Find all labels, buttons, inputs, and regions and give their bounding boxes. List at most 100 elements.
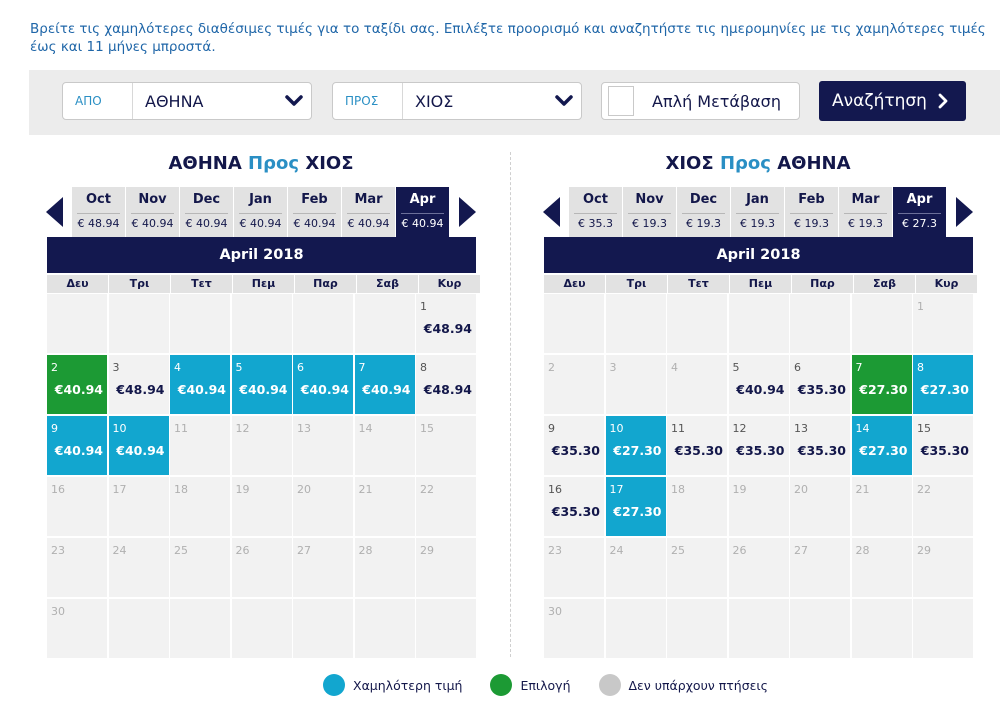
calendar-day[interactable]: 8 €48.94: [416, 355, 476, 414]
prev-month-arrow-icon[interactable]: [46, 197, 63, 227]
calendar-day[interactable]: 10 €40.94: [108, 416, 169, 475]
day-price: €48.94: [423, 321, 472, 336]
inbound-month-title: April 2018: [544, 237, 973, 273]
day-number: 12: [732, 422, 747, 435]
oneway-checkbox[interactable]: [608, 86, 634, 116]
day-number: 7: [358, 361, 366, 374]
calendar-day[interactable]: 6 €40.94: [293, 355, 353, 414]
calendar-day[interactable]: 6 €35.30: [790, 355, 850, 414]
month-tab[interactable]: Dec € 19.3: [677, 187, 730, 237]
month-tab[interactable]: Apr € 27.3: [893, 187, 946, 237]
month-name: Dec: [192, 192, 221, 207]
calendar-day[interactable]: 2 €40.94: [47, 355, 107, 414]
month-tab[interactable]: Feb € 19.3: [785, 187, 838, 237]
day-number: 15: [917, 422, 931, 435]
calendar-day[interactable]: 10 €27.30: [605, 416, 666, 475]
to-label: ΠΡΟΣ: [333, 83, 403, 119]
calendar-day[interactable]: 4 €40.94: [170, 355, 230, 414]
calendar-day[interactable]: 17 €27.30: [605, 477, 666, 536]
day-price: €40.94: [54, 382, 103, 397]
day-number: 25: [671, 544, 685, 557]
inbound-title: ΧΙΟΣ Προς ΑΘΗΝΑ: [543, 150, 973, 178]
calendar-day[interactable]: 16 €35.30: [544, 477, 604, 536]
month-tab[interactable]: Nov € 40.94: [126, 187, 179, 237]
day-number: 5: [732, 361, 740, 374]
calendar-day[interactable]: 13 €35.30: [790, 416, 850, 475]
month-tab[interactable]: Dec € 40.94: [180, 187, 233, 237]
oneway-toggle[interactable]: Απλή Μετάβαση: [601, 82, 800, 120]
day-number: 15: [420, 422, 434, 435]
month-price: € 35.3: [574, 213, 617, 233]
calendar-blank-cell: [416, 599, 476, 658]
calendar-day[interactable]: 9 €40.94: [47, 416, 107, 475]
month-tab[interactable]: Mar € 40.94: [342, 187, 395, 237]
day-number: 8: [420, 361, 427, 374]
inbound-panel: ΧΙΟΣ Προς ΑΘΗΝΑ Oct € 35.3 Nov € 19.3 Dec € 1…: [543, 150, 977, 658]
day-number: 12: [235, 422, 250, 435]
calendar-day[interactable]: 3 €48.94: [108, 355, 169, 414]
month-price: € 19.3: [682, 213, 725, 233]
month-tab[interactable]: Nov € 19.3: [623, 187, 676, 237]
day-number: 29: [420, 544, 434, 557]
calendar-day[interactable]: 7 €27.30: [851, 355, 912, 414]
inbound-calendar-grid: 1 2 3 4 5 €40.94 6 €35.30 7 €27.30 8 €27.30 9 €35.30 1…: [544, 294, 973, 658]
next-month-arrow-icon[interactable]: [459, 197, 476, 227]
day-number: 13: [794, 422, 808, 435]
search-button[interactable]: Αναζήτηση: [819, 81, 966, 121]
month-tab[interactable]: Oct € 35.3: [569, 187, 622, 237]
month-price: € 19.3: [628, 213, 671, 233]
legend-low-dot: [323, 674, 345, 696]
calendar-day: 11: [170, 416, 230, 475]
calendar-day: 19: [231, 477, 292, 536]
search-button-label: Αναζήτηση: [832, 91, 927, 111]
calendar-blank-cell: [108, 294, 169, 353]
day-price: €35.30: [920, 443, 969, 458]
weekday-label: Κυρ: [916, 275, 977, 293]
calendar-day[interactable]: 5 €40.94: [728, 355, 789, 414]
calendar-blank-cell: [544, 294, 604, 353]
day-number: 6: [794, 361, 801, 374]
calendar-day[interactable]: 5 €40.94: [231, 355, 292, 414]
calendar-blank-cell: [913, 599, 973, 658]
month-tab[interactable]: Jan € 40.94: [234, 187, 287, 237]
day-number: 24: [609, 544, 624, 557]
month-name: Feb: [798, 192, 825, 207]
month-tab[interactable]: Jan € 19.3: [731, 187, 784, 237]
calendar-day[interactable]: 12 €35.30: [728, 416, 789, 475]
inbound-months: Oct € 35.3 Nov € 19.3 Dec € 19.3 Jan € 19.3 Feb €…: [543, 187, 973, 237]
calendar-day[interactable]: 9 €35.30: [544, 416, 604, 475]
day-number: 4: [671, 361, 678, 374]
chevron-down-icon: [277, 95, 311, 107]
from-select[interactable]: ΑΠΟ ΑΘΗΝΑ: [62, 82, 312, 120]
day-number: 26: [235, 544, 250, 557]
month-tab[interactable]: Oct € 48.94: [72, 187, 125, 237]
calendar-day[interactable]: 7 €40.94: [354, 355, 415, 414]
outbound-origin: ΑΘΗΝΑ: [168, 153, 242, 174]
calendar-day[interactable]: 11 €35.30: [667, 416, 727, 475]
prev-month-arrow-icon[interactable]: [543, 197, 560, 227]
month-tab[interactable]: Apr € 40.94: [396, 187, 449, 237]
calendar-day[interactable]: 8 €27.30: [913, 355, 973, 414]
month-price: € 27.3: [898, 213, 941, 233]
day-number: 1: [917, 300, 924, 313]
calendar-day[interactable]: 1 €48.94: [416, 294, 476, 353]
day-number: 11: [671, 422, 685, 435]
next-month-arrow-icon[interactable]: [956, 197, 973, 227]
calendar-blank-cell: [293, 599, 353, 658]
calendar-day: 29: [913, 538, 973, 597]
calendar-day[interactable]: 14 €27.30: [851, 416, 912, 475]
month-tab[interactable]: Mar € 19.3: [839, 187, 892, 237]
to-value: ΧΙΟΣ: [415, 91, 454, 111]
inbound-month-tabs: Oct € 35.3 Nov € 19.3 Dec € 19.3 Jan € 19.3 Feb €…: [569, 187, 947, 237]
calendar-day[interactable]: 15 €35.30: [913, 416, 973, 475]
chevron-down-icon: [547, 95, 581, 107]
calendar-blank-cell: [790, 294, 850, 353]
weekday-label: Παρ: [792, 275, 853, 293]
day-number: 3: [609, 361, 617, 374]
month-tab[interactable]: Feb € 40.94: [288, 187, 341, 237]
weekday-label: Σαβ: [854, 275, 915, 293]
day-price: €40.94: [300, 382, 349, 397]
calendar-blank-cell: [47, 294, 107, 353]
to-select[interactable]: ΠΡΟΣ ΧΙΟΣ: [332, 82, 582, 120]
day-number: 11: [174, 422, 188, 435]
